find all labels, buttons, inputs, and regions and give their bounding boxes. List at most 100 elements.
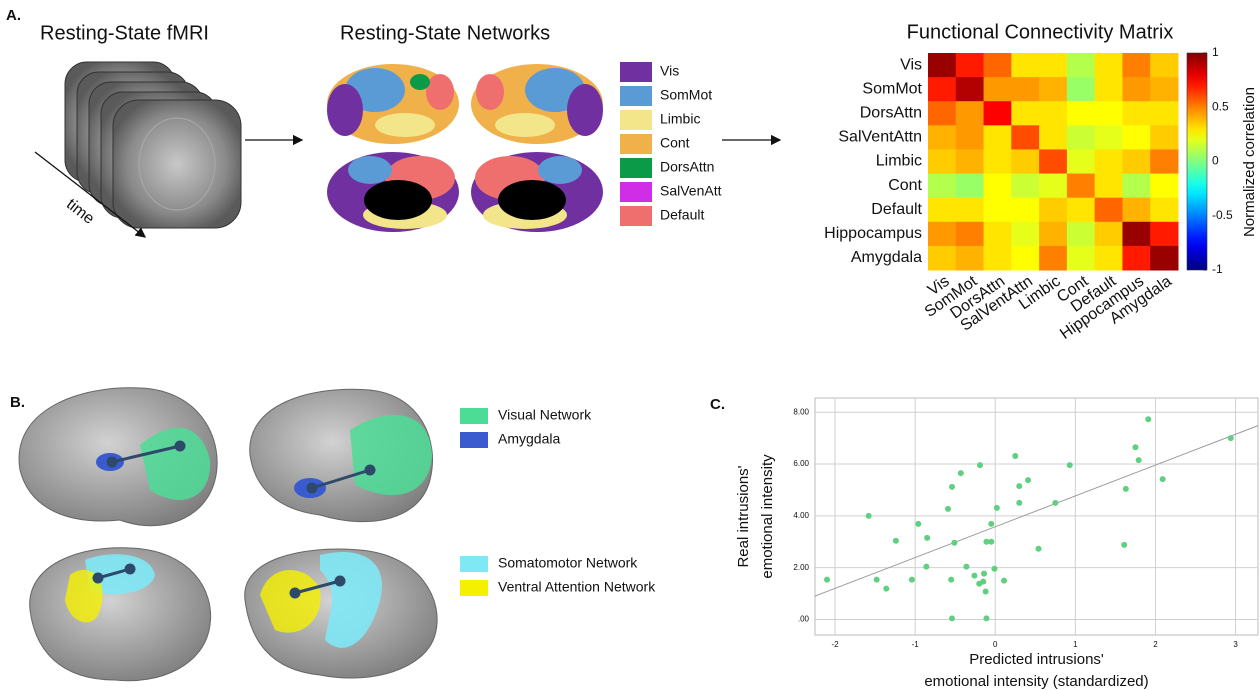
point [971,572,978,579]
heat-cell [928,101,957,126]
point [1016,499,1023,506]
point [982,588,989,595]
y-tick-label: .00 [798,615,810,624]
point [944,505,951,512]
legend-swatch [620,86,652,106]
legend-swatch [620,134,652,154]
point [892,537,899,544]
chart-title: Functional Connectivity Matrix [907,21,1174,43]
legend-label: SalVenAtt [660,183,722,199]
y-tick-label: 6.00 [793,459,809,468]
x-tick-label: 0 [993,640,998,649]
x-tick-label: -1 [912,640,920,649]
heat-cell [955,101,985,126]
point [1122,485,1129,492]
heat-cell [1066,77,1096,102]
point [977,462,984,469]
heat-cell [1011,173,1040,199]
point [1052,499,1059,506]
heat-cell [1066,245,1096,271]
legend-label: Limbic [660,111,700,127]
heat-cell [1122,173,1151,199]
point [1012,453,1019,460]
heat-cell [983,53,1012,78]
x-tick-label: 1 [1073,640,1078,649]
row-label: SomMot [862,80,922,97]
heat-cell [1011,245,1040,271]
point [1035,545,1042,552]
heat-cell [1011,197,1040,223]
colorbar-label: Normalized correlation [1241,87,1258,237]
heat-cell [1066,173,1096,199]
heat-cell [1150,101,1179,126]
point [983,615,990,622]
heat-cell [1122,197,1151,223]
heat-cell [955,197,985,223]
heat-cell [1094,101,1123,126]
point [915,520,922,527]
point [963,563,970,570]
colorbar-tick-label: 0 [1212,154,1219,168]
brain-legend: Visual Network Amygdala Somatomotor Networ… [460,407,656,596]
heat-cell [1039,197,1068,223]
panel-label: B. [10,394,25,411]
heat-cell [1150,197,1179,223]
heat-cell [1039,53,1068,78]
heat-cell [955,53,985,78]
heat-cell [955,125,985,150]
heat-cell [1122,149,1151,175]
heat-cell [1039,221,1068,247]
x-tick-label: -2 [831,640,839,649]
point [951,539,958,546]
point [983,538,990,545]
row-label: Hippocampus [824,225,922,242]
heat-cell [1066,53,1096,78]
fit-line [814,425,1259,597]
heat-cell [1039,149,1068,175]
fmri-stack [64,61,242,229]
heat-cell [928,197,957,223]
point [883,585,890,592]
heat-cell [1011,101,1040,126]
point [1066,462,1073,469]
x-tick-label: 3 [1233,640,1238,649]
y-axis-label: Real intrusions' [735,465,752,567]
heat-cell [983,101,1012,126]
heat-cell [1011,53,1040,78]
heat-cell [1066,125,1096,150]
heat-cell [928,53,957,78]
point [865,512,872,519]
heat-cell [928,77,957,102]
heat-cell [1122,125,1151,150]
y-axis-label: emotional intensity [759,454,776,579]
heat-cell [928,245,957,271]
panel-label: A. [6,7,21,24]
heat-cell [1039,245,1068,271]
panel-title: Resting-State Networks [340,22,550,44]
heat-cell [983,125,1012,150]
point [1227,435,1234,442]
point [923,563,930,570]
heat-cell [1094,53,1123,78]
heat-cell [1122,77,1151,102]
heat-cell [983,149,1012,175]
point [908,576,915,583]
heat-cell [1039,77,1068,102]
legend-label: Amygdala [498,431,560,447]
x-axis-label: Predicted intrusions' [969,651,1104,668]
legend-swatch [460,580,488,596]
heat-cell [983,245,1012,271]
heat-cell [1039,101,1068,126]
heat-cell [1094,197,1123,223]
time-label: time [63,196,97,228]
heat-cell [1066,221,1096,247]
heat-cell [1094,77,1123,102]
heat-cell [1011,77,1040,102]
colorbar [1186,52,1208,271]
heat-cell [1094,125,1123,150]
legend-label: SomMot [660,87,712,103]
legend-swatch [620,182,652,202]
point [948,483,955,490]
